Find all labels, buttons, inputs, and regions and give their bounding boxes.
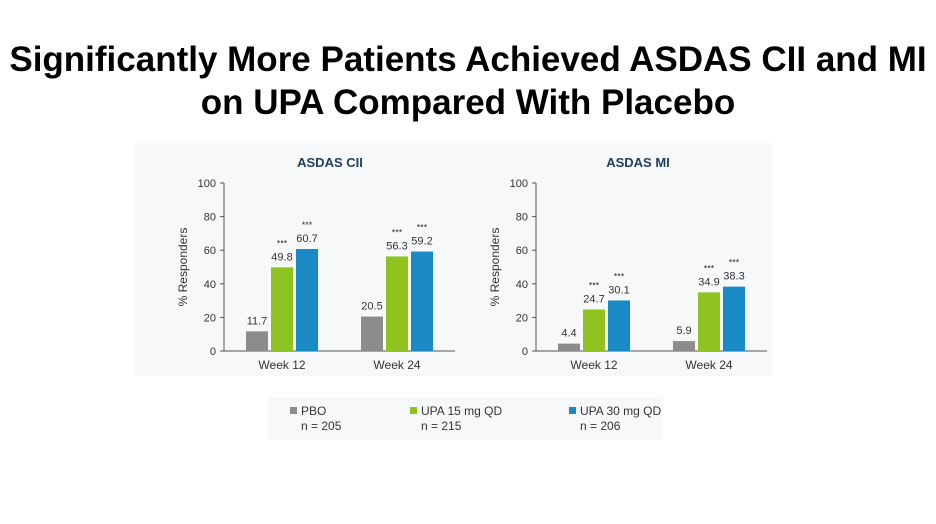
- legend-n-upa15: n = 215: [421, 419, 462, 433]
- bar: [386, 256, 408, 351]
- y-tick-label: 20: [204, 312, 216, 324]
- data-label: 34.9: [698, 276, 719, 288]
- y-tick-label: 0: [522, 346, 528, 358]
- significance-label: ***: [417, 223, 428, 233]
- bar: [608, 300, 630, 351]
- data-label: 49.8: [271, 251, 292, 263]
- data-label: 59.2: [411, 236, 432, 248]
- y-tick-label: 100: [198, 178, 216, 190]
- significance-label: ***: [392, 227, 403, 237]
- data-label: 20.5: [361, 301, 382, 313]
- bar: [411, 251, 433, 351]
- y-tick-label: 40: [204, 279, 216, 291]
- bar: [296, 249, 318, 351]
- x-tick-label: Week 24: [685, 358, 732, 372]
- legend-item-upa15: UPA 15 mg QD n = 215: [410, 404, 502, 434]
- chart-title: ASDAS MI: [606, 155, 670, 170]
- legend-item-upa30: UPA 30 mg QD n = 206: [569, 404, 661, 434]
- charts-panel: [135, 143, 772, 376]
- legend-n-upa30: n = 206: [580, 419, 621, 433]
- chart-title: ASDAS CII: [297, 155, 363, 170]
- y-tick-label: 60: [204, 245, 216, 257]
- page-title: Significantly More Patients Achieved ASD…: [9, 40, 927, 122]
- legend-n-pbo: n = 205: [301, 419, 342, 433]
- y-axis-label: % Responders: [176, 228, 190, 307]
- significance-label: ***: [589, 281, 600, 291]
- y-tick-label: 80: [204, 212, 216, 224]
- legend: PBO n = 205 UPA 15 mg QD n = 215 UPA 30 …: [268, 397, 663, 440]
- legend-label-upa30: UPA 30 mg QD: [580, 404, 662, 418]
- bar: [723, 286, 745, 351]
- significance-label: ***: [729, 258, 740, 268]
- legend-item-pbo: PBO n = 205: [290, 404, 341, 434]
- y-tick-label: 0: [210, 346, 216, 358]
- bar: [271, 267, 293, 351]
- bar: [673, 341, 695, 351]
- significance-label: ***: [704, 263, 715, 273]
- y-tick-label: 60: [516, 245, 528, 257]
- bar: [361, 316, 383, 351]
- data-label: 11.7: [247, 315, 268, 327]
- y-tick-label: 40: [516, 279, 528, 291]
- significance-label: ***: [614, 271, 625, 281]
- x-tick-label: Week 12: [258, 358, 305, 372]
- legend-label-upa15: UPA 15 mg QD: [421, 404, 503, 418]
- y-tick-label: 100: [510, 178, 528, 190]
- legend-swatch-upa15: [410, 407, 417, 414]
- legend-label-pbo: PBO: [301, 404, 327, 418]
- bar: [246, 331, 268, 351]
- data-label: 24.7: [583, 294, 604, 306]
- legend-swatch-upa30: [569, 407, 576, 414]
- significance-label: ***: [277, 238, 288, 248]
- data-label: 60.7: [296, 233, 317, 245]
- bar: [558, 343, 580, 351]
- y-axis-label: % Responders: [488, 228, 502, 307]
- y-tick-label: 80: [516, 212, 528, 224]
- data-label: 30.1: [608, 284, 629, 296]
- data-label: 38.3: [723, 271, 744, 283]
- legend-swatch-pbo: [290, 407, 297, 414]
- data-label: 56.3: [386, 240, 407, 252]
- x-tick-label: Week 12: [570, 358, 617, 372]
- bar: [698, 292, 720, 351]
- significance-label: ***: [302, 220, 313, 230]
- data-label: 5.9: [676, 325, 691, 337]
- x-tick-label: Week 24: [373, 358, 420, 372]
- data-label: 4.4: [561, 328, 576, 340]
- bar: [583, 309, 605, 351]
- y-tick-label: 20: [516, 312, 528, 324]
